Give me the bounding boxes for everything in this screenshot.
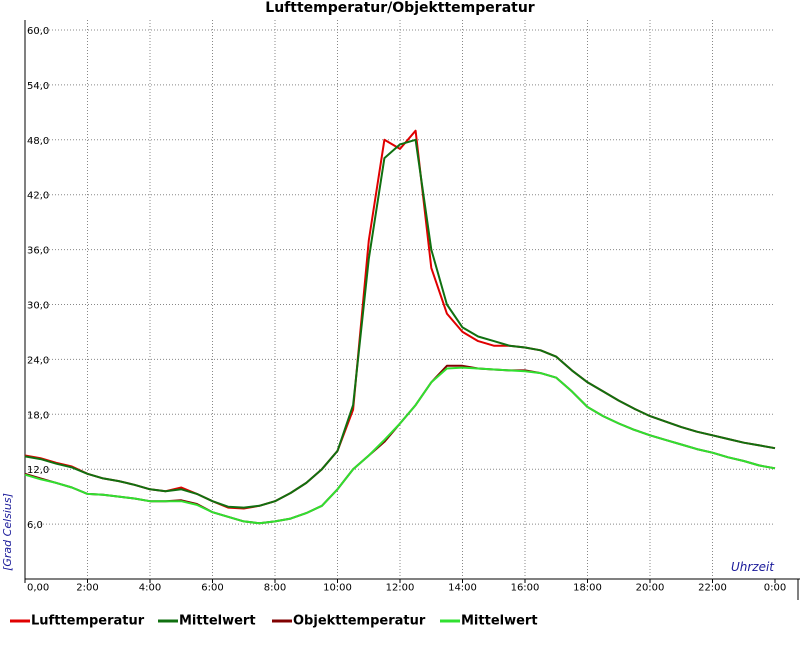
y-tick-label: 60,0	[27, 26, 49, 37]
legend-label: Mittelwert	[461, 614, 538, 629]
x-tick-label: 4:00	[139, 582, 161, 593]
y-tick-label: 24,0	[27, 355, 49, 366]
x-tick-label: 0:00	[764, 582, 786, 593]
x-tick-label: 2:00	[76, 582, 98, 593]
y-tick-label: 48,0	[27, 136, 49, 147]
y-tick-label: 6,0	[27, 520, 43, 531]
x-tick-label: 22:00	[698, 582, 727, 593]
y-axis-label: [Grad Celsius]	[1, 493, 14, 571]
legend-label: Lufttemperatur	[31, 614, 145, 629]
x-tick-label: 20:00	[636, 582, 665, 593]
x-tick-label: 6:00	[201, 582, 223, 593]
series-line	[24, 366, 776, 525]
chart-title: Lufttemperatur/Objekttemperatur	[265, 0, 535, 16]
x-tick-label: 18:00	[573, 582, 602, 593]
x-tick-label: 12:00	[386, 582, 415, 593]
series-line	[24, 129, 776, 510]
x-axis-label: Uhrzeit	[731, 560, 775, 574]
y-tick-label: 54,0	[27, 81, 49, 92]
x-tick-label: 10:00	[323, 582, 352, 593]
x-tick-label: 14:00	[448, 582, 477, 593]
y-tick-label: 12,0	[27, 465, 49, 476]
y-tick-label: 30,0	[27, 301, 49, 312]
y-tick-label: 36,0	[27, 246, 49, 257]
x-tick-label: 8:00	[264, 582, 286, 593]
series-line	[24, 138, 776, 509]
x-tick-label: 0,00	[27, 582, 49, 593]
y-tick-label: 18,0	[27, 410, 49, 421]
x-tick-label: 16:00	[511, 582, 540, 593]
y-tick-label: 42,0	[27, 191, 49, 202]
legend-label: Objekttemperatur	[293, 614, 426, 629]
legend-label: Mittelwert	[179, 614, 256, 629]
